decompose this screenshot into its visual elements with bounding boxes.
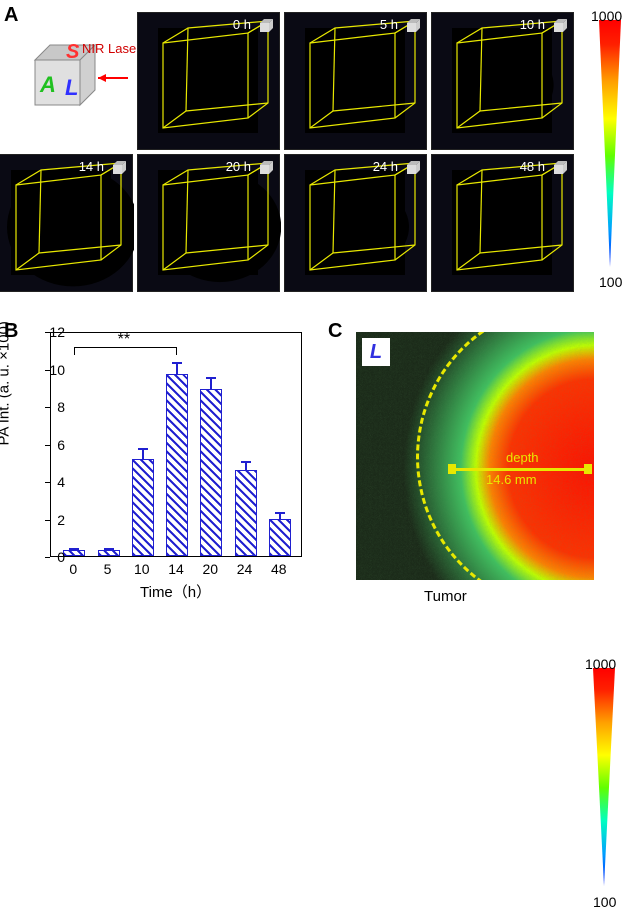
svg-text:L: L	[65, 75, 78, 100]
bar-chart: **	[50, 332, 302, 557]
x-tick: 10	[132, 561, 152, 577]
timepoint-label: 24 h	[373, 159, 398, 174]
pa-image-grid: 0 h 5 h 10 h 14 h 20	[135, 10, 580, 300]
tumor-boundary-arc	[416, 332, 594, 580]
depth-marker-right	[584, 464, 592, 474]
pa-timepoint-cell: 20 h	[137, 154, 280, 292]
svg-text:S: S	[66, 41, 80, 63]
mini-orientation-cube-icon	[551, 159, 569, 177]
timepoint-label: 48 h	[520, 159, 545, 174]
timepoint-label: 0 h	[233, 17, 251, 32]
timepoint-label: 20 h	[226, 159, 251, 174]
mini-orientation-cube-icon	[551, 17, 569, 35]
x-tick: 5	[98, 561, 118, 577]
mini-orientation-cube-icon	[257, 17, 275, 35]
panel-a-label: A	[4, 4, 18, 27]
significance-marker: **	[118, 331, 130, 349]
mini-orientation-cube-icon	[110, 159, 128, 177]
colorbar-a-triangle	[597, 12, 623, 272]
timepoint-label: 10 h	[520, 17, 545, 32]
pa-timepoint-cell: 24 h	[284, 154, 427, 292]
x-tick: 20	[200, 561, 220, 577]
panel-c-label: C	[328, 320, 342, 343]
panel-b: B PA Int. (a. u. ×100) Time（h） ** 024681…	[0, 322, 320, 602]
depth-label-top: depth	[506, 450, 539, 465]
svg-text:A: A	[39, 72, 56, 97]
pa-timepoint-cell: 10 h	[431, 12, 574, 150]
x-axis-label: Time（h）	[140, 581, 211, 602]
bar	[132, 459, 154, 557]
bar	[166, 374, 188, 556]
colorbar-c: 1000 100	[591, 660, 626, 912]
bar	[98, 550, 120, 556]
pa-timepoint-cell: 14 h	[0, 154, 133, 292]
pa-timepoint-cell: 48 h	[431, 154, 574, 292]
tumor-pa-image: L depth 14.6 mm	[356, 332, 594, 580]
depth-marker-left	[448, 464, 456, 474]
depth-measurement-line	[452, 468, 588, 471]
timepoint-label: 14 h	[79, 159, 104, 174]
colorbar-c-min: 100	[593, 894, 616, 910]
bar	[269, 519, 291, 557]
y-axis-label: PA Int. (a. u. ×100)	[0, 321, 13, 445]
mini-orientation-cube-icon	[404, 159, 422, 177]
tumor-caption: Tumor	[424, 588, 467, 605]
pa-timepoint-cell: 5 h	[284, 12, 427, 150]
nir-laser-label: NIR Laser	[82, 42, 141, 56]
x-tick: 0	[63, 561, 83, 577]
mini-orientation-cube-icon	[257, 159, 275, 177]
x-tick: 14	[166, 561, 186, 577]
panel-a: A S A L NIR Laser 0 h 5 h 10 h	[0, 0, 640, 300]
bar	[200, 389, 222, 556]
colorbar-c-triangle	[591, 660, 617, 892]
timepoint-label: 5 h	[380, 17, 398, 32]
colorbar-c-max: 1000	[585, 656, 616, 672]
mini-orientation-cube-icon	[404, 17, 422, 35]
colorbar-a-min: 100	[599, 274, 622, 290]
bar	[235, 470, 257, 556]
bar	[63, 550, 85, 556]
pa-timepoint-cell: 0 h	[137, 12, 280, 150]
colorbar-a-max: 1000	[591, 8, 622, 24]
x-tick: 48	[269, 561, 289, 577]
x-tick: 24	[235, 561, 255, 577]
l-orientation-badge: L	[362, 338, 390, 366]
depth-label-value: 14.6 mm	[486, 472, 537, 487]
colorbar-a: 1000 100	[597, 12, 632, 292]
panel-c: C L depth 14.6 mm Tumor 1000 100	[324, 322, 634, 607]
